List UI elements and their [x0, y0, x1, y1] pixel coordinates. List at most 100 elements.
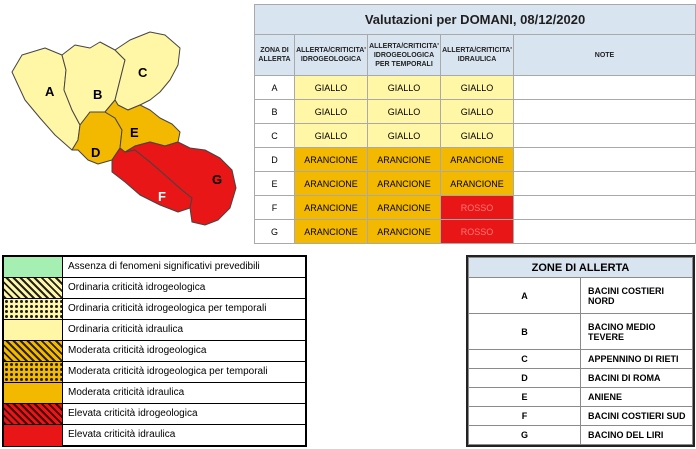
row-zone: D [254, 147, 295, 172]
legend-swatch-yellow-dotted [4, 299, 63, 319]
header-idrogeologica: ALLERTA/CRITICITA' IDROGEOLOGICA [294, 34, 368, 76]
zone-row: A BACINI COSTIERI NORD [468, 276, 693, 315]
legend-swatch-orange-hatched [4, 341, 63, 361]
row-idraulica: GIALLO [440, 75, 514, 100]
zone-row: F BACINI COSTIERI SUD [468, 406, 693, 427]
map-label-b: B [93, 87, 102, 102]
row-idraulica: GIALLO [440, 123, 514, 148]
legend-swatch-yellow-hatched [4, 278, 63, 298]
zone-name: ANIENE [580, 387, 693, 408]
legend-label: Moderata criticità idraulica [68, 387, 185, 398]
legend-label: Moderata criticità idrogeologica per tem… [68, 366, 268, 377]
map-label-d: D [91, 145, 100, 160]
row-note [512, 75, 696, 100]
row-temporali: GIALLO [367, 99, 441, 124]
lazio-alert-map: A B C D E F G [0, 0, 253, 246]
legend-swatch-orange-dotted [4, 362, 63, 382]
map-zone-c [114, 31, 181, 111]
header-zone-line1: ZONA DI [260, 47, 289, 54]
legend-label: Assenza di fenomeni significativi preved… [68, 261, 260, 272]
table-row: F ARANCIONE ARANCIONE ROSSO [254, 195, 696, 220]
table-row: A GIALLO GIALLO GIALLO [254, 75, 696, 100]
row-idrogeologica: GIALLO [294, 75, 368, 100]
legend-label: Ordinaria criticità idraulica [68, 324, 184, 335]
zone-code: B [468, 313, 581, 351]
map-label-e: E [130, 125, 139, 140]
row-temporali: ARANCIONE [367, 195, 441, 220]
table-row: C GIALLO GIALLO GIALLO [254, 123, 696, 148]
alert-table: Valutazioni per DOMANI, 08/12/2020 ZONA … [253, 4, 696, 244]
zones-panel: ZONE DI ALLERTA A BACINI COSTIERI NORD B… [466, 255, 695, 447]
row-idrogeologica: GIALLO [294, 99, 368, 124]
row-idraulica: GIALLO [440, 99, 514, 124]
row-temporali: GIALLO [367, 75, 441, 100]
zone-row: B BACINO MEDIO TEVERE [468, 313, 693, 351]
header-idrogeologica-line1: ALLERTA/CRITICITA' [296, 47, 366, 54]
map-svg: A B C D E F G [11, 31, 237, 226]
zone-code: A [468, 276, 581, 315]
legend-item: Assenza di fenomeni significativi preved… [4, 257, 305, 278]
legend-item: Moderata criticità idrogeologica per tem… [4, 362, 305, 383]
legend: Assenza di fenomeni significativi preved… [2, 255, 307, 447]
legend-swatch-red [4, 425, 63, 446]
legend-label: Elevata criticità idrogeologica [68, 408, 198, 419]
row-note [512, 123, 696, 148]
header-idraulica-line2: IDRAULICA [457, 56, 497, 63]
legend-item: Moderata criticità idraulica [4, 383, 305, 404]
table-row: B GIALLO GIALLO GIALLO [254, 99, 696, 124]
zone-code: F [468, 406, 581, 427]
row-idrogeologica: ARANCIONE [294, 219, 368, 244]
zone-name: APPENNINO DI RIETI [580, 349, 693, 370]
legend-label: Elevata criticità idraulica [68, 429, 176, 440]
header-idraulica: ALLERTA/CRITICITA' IDRAULICA [440, 34, 514, 76]
legend-item: Ordinaria criticità idrogeologica per te… [4, 299, 305, 320]
row-zone: G [254, 219, 295, 244]
legend-swatch-orange [4, 383, 63, 403]
legend-label: Ordinaria criticità idrogeologica [68, 282, 206, 293]
zone-row: D BACINI DI ROMA [468, 368, 693, 389]
row-note [512, 147, 696, 172]
row-idrogeologica: ARANCIONE [294, 195, 368, 220]
header-idrogeologica-line2: IDROGEOLOGICA [300, 56, 362, 63]
row-idrogeologica: ARANCIONE [294, 171, 368, 196]
alert-table-title: Valutazioni per DOMANI, 08/12/2020 [253, 4, 696, 35]
zone-code: E [468, 387, 581, 408]
legend-item: Ordinaria criticità idrogeologica [4, 278, 305, 299]
zone-row: E ANIENE [468, 387, 693, 408]
map-label-f: F [158, 189, 166, 204]
map-label-c: C [138, 65, 148, 80]
header-note: NOTE [512, 34, 696, 76]
header-temporali-line1: ALLERTA/CRITICITA' [369, 42, 439, 50]
map-label-a: A [45, 84, 55, 99]
map-label-g: G [212, 172, 222, 187]
legend-item: Elevata criticità idrogeologica [4, 404, 305, 425]
zone-name: BACINI DI ROMA [580, 368, 693, 389]
legend-item: Ordinaria criticità idraulica [4, 320, 305, 341]
zone-code: D [468, 368, 581, 389]
row-idraulica: ARANCIONE [440, 171, 514, 196]
row-idrogeologica: ARANCIONE [294, 147, 368, 172]
zone-name: BACINI COSTIERI NORD [580, 276, 693, 315]
row-zone: E [254, 171, 295, 196]
table-row: E ARANCIONE ARANCIONE ARANCIONE [254, 171, 696, 196]
map-zone-g [124, 141, 237, 226]
header-zone: ZONA DI ALLERTA [254, 34, 295, 76]
row-zone: B [254, 99, 295, 124]
zone-code: G [468, 425, 581, 445]
legend-swatch-green [4, 257, 63, 277]
row-temporali: ARANCIONE [367, 147, 441, 172]
table-row: G ARANCIONE ARANCIONE ROSSO [254, 219, 696, 244]
zone-name: BACINI COSTIERI SUD [580, 406, 693, 427]
legend-item: Moderata criticità idrogeologica [4, 341, 305, 362]
row-zone: C [254, 123, 295, 148]
row-note [512, 99, 696, 124]
row-idraulica: ROSSO [440, 195, 514, 220]
row-temporali: ARANCIONE [367, 219, 441, 244]
legend-item: Elevata criticità idraulica [4, 425, 305, 446]
header-temporali-line2: IDROGEOLOGICA [373, 51, 435, 59]
zone-code: C [468, 349, 581, 370]
row-note [512, 219, 696, 244]
row-idrogeologica: GIALLO [294, 123, 368, 148]
row-zone: F [254, 195, 295, 220]
row-zone: A [254, 75, 295, 100]
